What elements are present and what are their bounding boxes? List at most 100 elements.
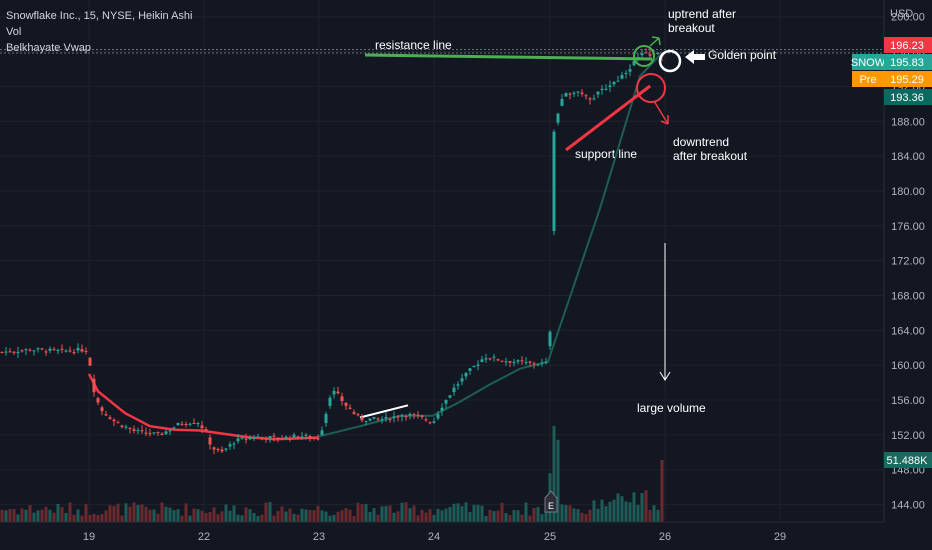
volume-bar xyxy=(176,509,180,522)
candle-body xyxy=(44,351,48,353)
volume-bar xyxy=(400,502,404,522)
volume-bar xyxy=(604,506,608,522)
candle-body xyxy=(288,438,292,440)
volume-bar xyxy=(32,512,36,522)
candle-body xyxy=(204,429,208,432)
candle-body xyxy=(656,53,660,55)
volume-bar xyxy=(380,506,384,522)
candle-body xyxy=(328,397,332,406)
candle-body xyxy=(304,434,308,436)
candle-body xyxy=(552,131,556,231)
candle-body xyxy=(364,420,368,422)
volume-bar xyxy=(488,509,492,522)
price-tag-value: 193.36 xyxy=(890,92,924,104)
candle-body xyxy=(272,435,276,437)
candle-body xyxy=(172,427,176,429)
candle-body xyxy=(352,412,356,414)
volume-bar xyxy=(592,500,596,522)
volume-bar xyxy=(236,514,240,522)
time-tick-label: 22 xyxy=(198,531,210,543)
volume-bar xyxy=(288,508,292,522)
resistance-label: resistance line xyxy=(375,38,452,52)
candle-body xyxy=(524,361,528,363)
candle-body xyxy=(584,95,588,97)
indicator-legend[interactable]: Belkhayate Vwap xyxy=(6,42,91,54)
candle-body xyxy=(112,419,116,422)
volume-bar xyxy=(468,512,472,522)
volume-bar xyxy=(392,512,396,522)
candle-body xyxy=(48,348,52,351)
candle-body xyxy=(564,93,568,97)
volume-bar xyxy=(388,505,392,522)
volume-bar xyxy=(152,509,156,522)
candle-body xyxy=(596,91,600,95)
earnings-marker[interactable]: E xyxy=(544,490,558,513)
volume-bar xyxy=(436,508,440,522)
volume-bars xyxy=(0,425,664,522)
downtrend-label-line1: downtrend xyxy=(673,135,729,149)
volume-bar xyxy=(580,512,584,522)
candle-body xyxy=(388,419,392,421)
candle-body xyxy=(432,421,436,423)
candle-body xyxy=(612,81,616,85)
candle-body xyxy=(76,347,80,351)
golden-point-arrow-icon xyxy=(685,50,705,64)
candle-body xyxy=(464,372,468,377)
candle-body xyxy=(84,350,88,352)
candle-body xyxy=(308,436,312,439)
volume-legend[interactable]: Vol xyxy=(6,26,22,38)
candle-body xyxy=(108,417,112,420)
symbol-legend[interactable]: Snowflake Inc., 15, NYSE, Heikin Ashi xyxy=(6,10,193,22)
time-axis[interactable] xyxy=(0,521,932,550)
volume-bar xyxy=(540,514,544,522)
price-tag-symbol-box xyxy=(852,71,884,87)
volume-bar xyxy=(480,505,484,522)
price-tick-label: 156.00 xyxy=(891,395,925,407)
volume-bar xyxy=(244,507,248,522)
volume-bar xyxy=(408,508,412,522)
volume-bar xyxy=(212,507,216,522)
volume-bar xyxy=(460,506,464,522)
volume-bar xyxy=(148,509,152,522)
candle-body xyxy=(392,416,396,418)
volume-bar xyxy=(228,510,232,522)
candle-body xyxy=(580,92,584,94)
candle-body xyxy=(212,447,216,450)
candle-body xyxy=(608,85,612,88)
candle-body xyxy=(132,429,136,431)
candle-body xyxy=(248,437,252,440)
resistance-line xyxy=(364,53,653,61)
vwap-white-segment xyxy=(359,404,409,419)
volume-bar xyxy=(524,502,528,522)
candle-body xyxy=(16,351,20,353)
volume-bar xyxy=(0,509,4,522)
candle-body xyxy=(332,390,336,395)
candle-body xyxy=(180,423,184,425)
volume-bar xyxy=(132,502,136,522)
volume-bar xyxy=(532,508,536,522)
volume-bar xyxy=(316,505,320,522)
volume-arrow-head-icon xyxy=(659,371,671,381)
candle-body xyxy=(176,422,180,426)
candle-body xyxy=(384,416,388,419)
volume-bar xyxy=(204,513,208,522)
candle-body xyxy=(504,361,508,363)
candle-body xyxy=(588,98,592,100)
volume-bar xyxy=(424,512,428,522)
time-tick-label: 23 xyxy=(313,531,325,543)
candle-body xyxy=(324,414,328,424)
candle-body xyxy=(80,349,84,352)
volume-bar xyxy=(508,515,512,522)
candle-body xyxy=(280,438,284,440)
uptrend-label-line1: uptrend after xyxy=(668,7,736,21)
volume-bar xyxy=(36,510,40,522)
candle-body xyxy=(516,360,520,362)
candle-body xyxy=(340,396,344,401)
volume-bar xyxy=(428,509,432,522)
candle-body xyxy=(236,438,240,442)
candle-body xyxy=(52,349,56,351)
volume-bar xyxy=(92,513,96,522)
candle-body xyxy=(240,437,244,439)
volume-bar xyxy=(136,504,140,522)
